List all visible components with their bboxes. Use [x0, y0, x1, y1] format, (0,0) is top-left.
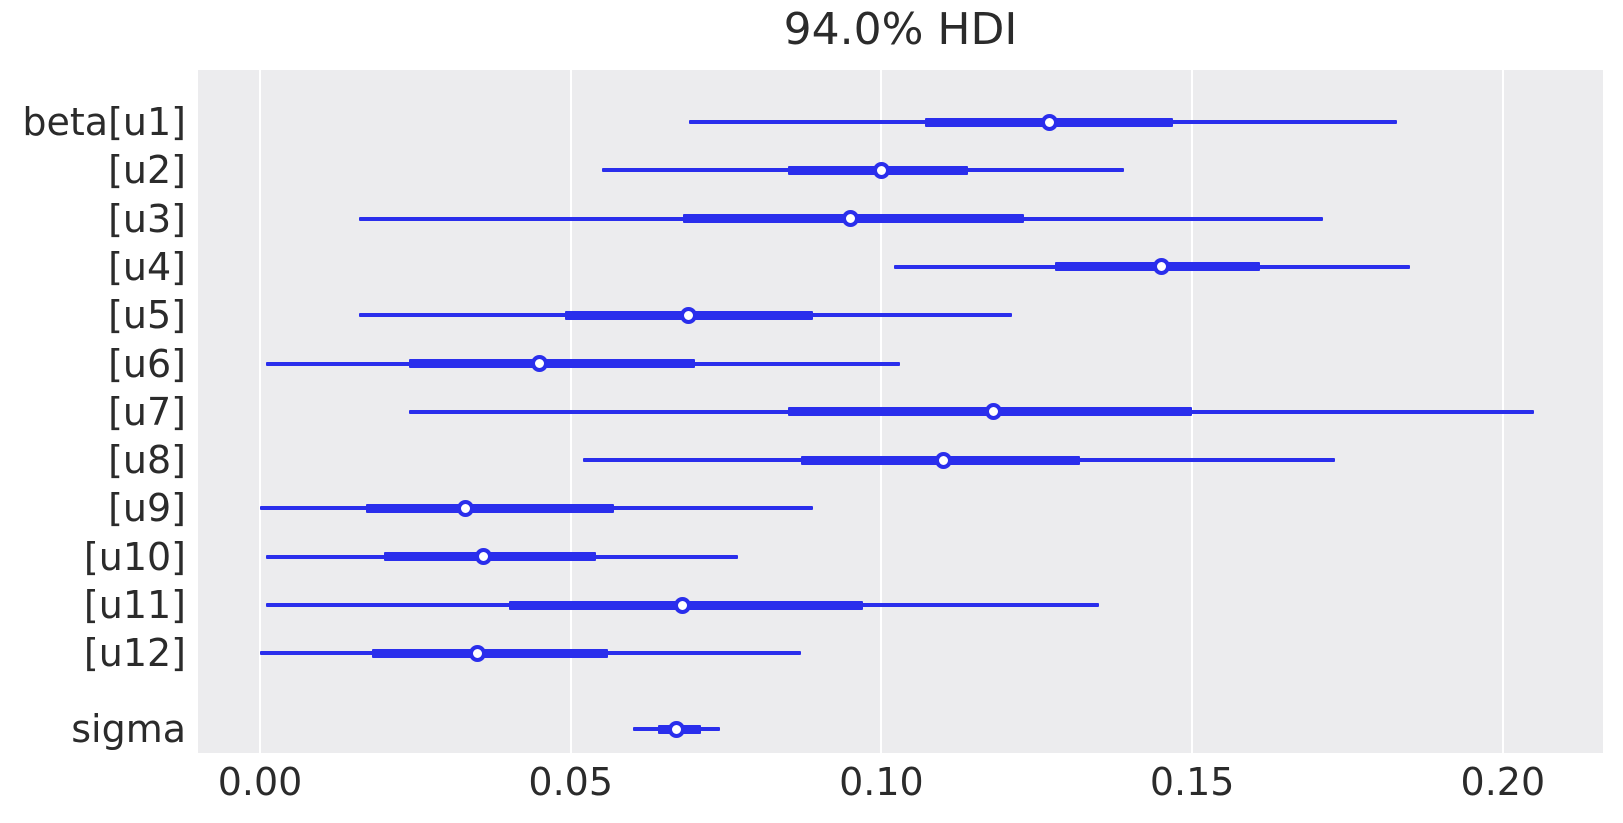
median-marker-[u8] [935, 451, 953, 469]
median-marker-[u2] [872, 161, 890, 179]
median-marker-[u12] [469, 644, 486, 662]
iqr-interval-[u12] [371, 648, 608, 658]
median-marker-beta[u1] [1040, 113, 1058, 131]
median-marker-[u9] [456, 499, 474, 517]
y-label-sigma: sigma [71, 707, 186, 751]
y-label-[u9]: [u9] [108, 486, 186, 531]
median-marker-[u11] [674, 596, 692, 614]
y-label-[u10]: [u10] [83, 534, 186, 579]
median-marker-[u4] [1152, 258, 1170, 276]
x-tick-label: 0.05 [528, 760, 614, 804]
x-tick-label: 0.00 [217, 760, 303, 804]
y-label-[u12]: [u12] [83, 631, 186, 676]
y-label-[u3]: [u3] [108, 196, 186, 241]
median-marker-[u5] [680, 306, 698, 324]
y-label-[u7]: [u7] [108, 389, 186, 434]
median-marker-sigma [667, 720, 685, 738]
iqr-interval-[u9] [365, 503, 615, 513]
y-label-beta[u1]: beta[u1] [22, 100, 186, 144]
x-tick-label: 0.10 [839, 760, 924, 804]
y-label-[u4]: [u4] [108, 244, 186, 289]
iqr-interval-[u6] [409, 359, 695, 368]
plot-area [198, 70, 1603, 753]
y-label-[u11]: [u11] [83, 583, 186, 627]
y-label-[u8]: [u8] [108, 438, 186, 483]
x-tick-label: 0.15 [1149, 760, 1235, 804]
y-label-[u5]: [u5] [108, 293, 186, 338]
median-marker-[u6] [531, 355, 549, 372]
gridline-x-0.00 [259, 70, 262, 753]
chart-title: 94.0% HDI [783, 4, 1018, 55]
median-marker-[u7] [984, 403, 1002, 421]
median-marker-[u3] [841, 210, 859, 228]
median-marker-[u10] [475, 548, 493, 566]
y-label-[u6]: [u6] [108, 341, 186, 386]
x-tick-label: 0.20 [1460, 760, 1546, 804]
y-label-[u2]: [u2] [108, 148, 186, 193]
